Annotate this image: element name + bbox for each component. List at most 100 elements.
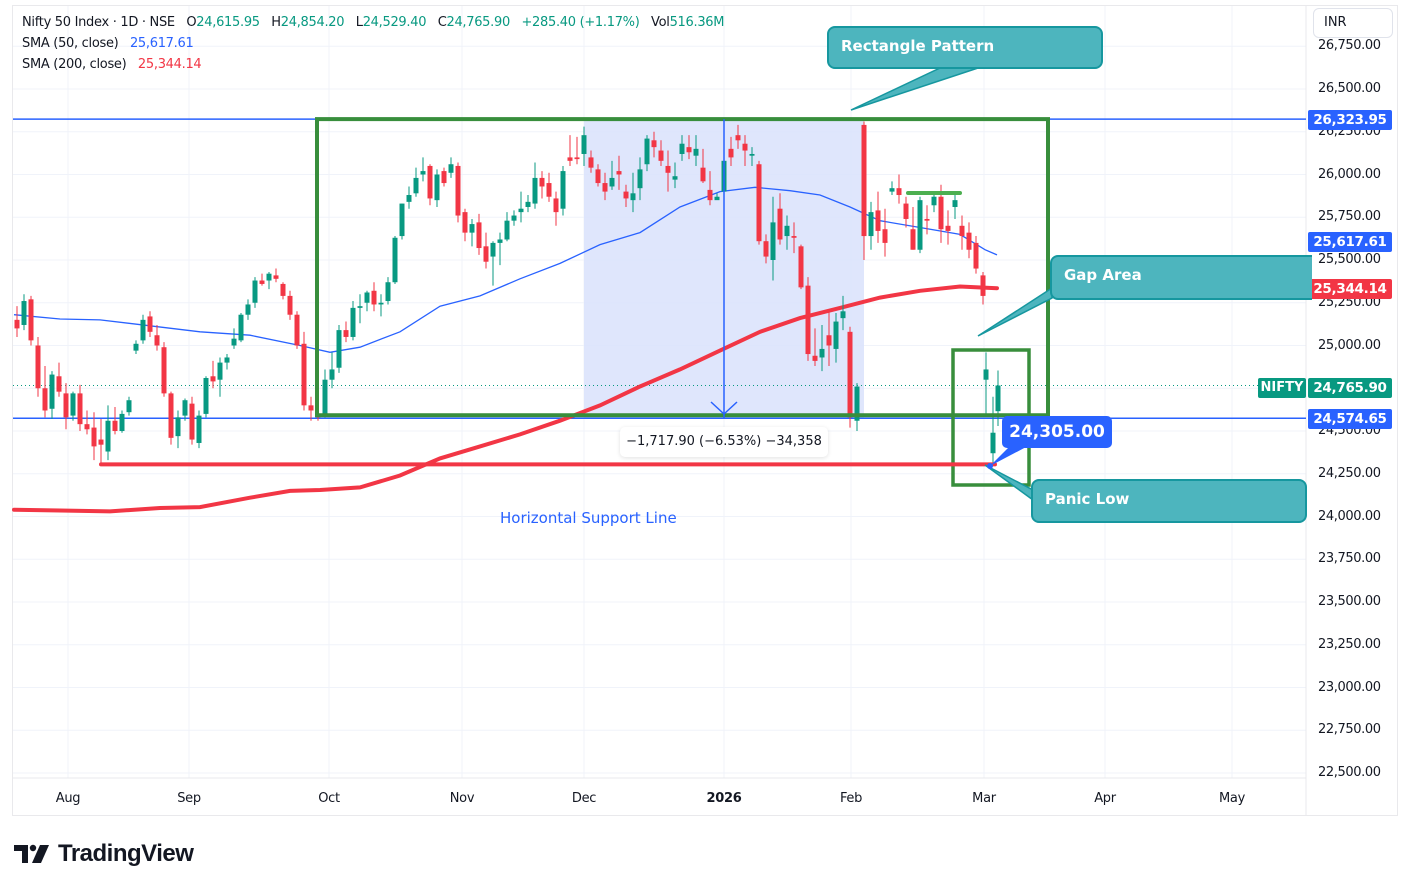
currency-button[interactable]: INR: [1313, 8, 1393, 38]
candle: [742, 135, 748, 166]
legend-sma50-row: SMA (50, close) 25,617.61: [22, 33, 724, 54]
price-tick: 26,750.00: [1318, 38, 1381, 54]
candle: [406, 186, 412, 209]
candle: [791, 222, 797, 254]
panic-low-callout[interactable]: Panic Low: [1031, 479, 1307, 523]
candle: [301, 331, 307, 411]
candle: [651, 131, 657, 158]
candle: [756, 160, 762, 245]
candle: [868, 201, 874, 250]
price-tick: 26,500.00: [1318, 81, 1381, 96]
volume-value: 516.36M: [669, 15, 725, 30]
sma50-label[interactable]: SMA (50, close): [22, 36, 119, 51]
time-tick: Nov: [449, 791, 475, 806]
candle: [693, 135, 699, 166]
close-value: 24,765.90: [446, 15, 510, 30]
candle: [476, 213, 482, 255]
candle: [553, 191, 559, 226]
rectangle-pattern-callout[interactable]: Rectangle Pattern: [827, 26, 1103, 69]
candle: [990, 396, 996, 465]
price-tick: 23,750.00: [1318, 551, 1381, 567]
support-line-label[interactable]: Horizontal Support Line: [500, 509, 677, 527]
price-tick: 24,000.00: [1318, 508, 1381, 524]
candle: [224, 354, 230, 370]
rectangle-pattern-label: Rectangle Pattern: [841, 37, 995, 55]
candle: [560, 165, 566, 216]
candle: [392, 236, 398, 284]
candle: [238, 313, 244, 343]
candle: [609, 160, 615, 190]
time-tick: Oct: [318, 791, 340, 806]
candle: [546, 172, 552, 202]
low-value: 24,529.40: [362, 15, 427, 30]
sma50-price-tag: 25,617.61: [1308, 232, 1392, 252]
candle: [385, 277, 391, 305]
candle: [175, 410, 181, 449]
candle: [182, 398, 188, 421]
candle: [749, 147, 755, 166]
candle: [441, 167, 447, 187]
candle: [581, 126, 587, 166]
panic-low-price-badge[interactable]: 24,305.00: [1002, 416, 1112, 448]
symbol-title[interactable]: Nifty 50 Index · 1D · NSE: [22, 15, 175, 30]
candle: [847, 326, 853, 428]
candle: [903, 196, 909, 228]
candle: [672, 162, 678, 189]
candle: [70, 391, 76, 421]
price-tick: 22,750.00: [1318, 722, 1381, 738]
candle: [483, 232, 489, 269]
candle: [413, 167, 419, 197]
candle: [210, 360, 216, 389]
candle: [329, 352, 335, 389]
tradingview-logo[interactable]: TradingView: [14, 840, 194, 868]
candle: [154, 324, 160, 351]
candle: [28, 295, 34, 346]
candle: [448, 157, 454, 178]
candle: [287, 290, 293, 320]
candle: [35, 336, 41, 397]
candle: [980, 271, 986, 305]
candle: [252, 277, 258, 308]
candle: [924, 205, 930, 235]
candle: [770, 196, 776, 281]
candle: [91, 412, 97, 461]
sma200-label[interactable]: SMA (200, close): [22, 57, 127, 72]
candle: [518, 191, 524, 223]
candles: [14, 121, 1001, 465]
price-tick: 25,500.00: [1318, 252, 1381, 267]
candle: [826, 311, 832, 367]
candle: [812, 328, 818, 367]
candle: [336, 324, 342, 373]
price-tick: 23,000.00: [1318, 679, 1381, 695]
gap-area-callout[interactable]: Gap Area: [1050, 255, 1312, 300]
rectangle-pattern-box: [315, 117, 1050, 418]
candle: [343, 321, 349, 343]
candle: [735, 124, 741, 149]
candle: [966, 222, 972, 259]
candle: [945, 210, 951, 245]
gap-area-label: Gap Area: [1064, 266, 1142, 284]
candle: [952, 191, 958, 219]
open-value: 24,615.95: [196, 15, 260, 30]
sma200-value: 25,344.14: [137, 57, 202, 72]
candle: [532, 162, 538, 209]
candle: [840, 295, 846, 331]
candle: [420, 157, 426, 182]
candle: [728, 136, 734, 166]
time-tick: Mar: [972, 791, 996, 806]
candle: [882, 208, 888, 257]
candle: [189, 396, 195, 445]
price-tick: 24,250.00: [1318, 465, 1381, 481]
time-tick: Feb: [839, 791, 863, 806]
candle: [784, 215, 790, 250]
candle: [819, 324, 825, 372]
candle: [567, 135, 573, 166]
candle: [525, 195, 531, 213]
candle: [84, 410, 90, 435]
tradingview-logo-icon: [14, 844, 49, 863]
candle: [490, 241, 496, 286]
legend: Nifty 50 Index · 1D · NSE O24,615.95 H24…: [22, 12, 724, 75]
candle: [469, 218, 475, 247]
candle: [616, 155, 622, 190]
candle: [798, 244, 804, 290]
